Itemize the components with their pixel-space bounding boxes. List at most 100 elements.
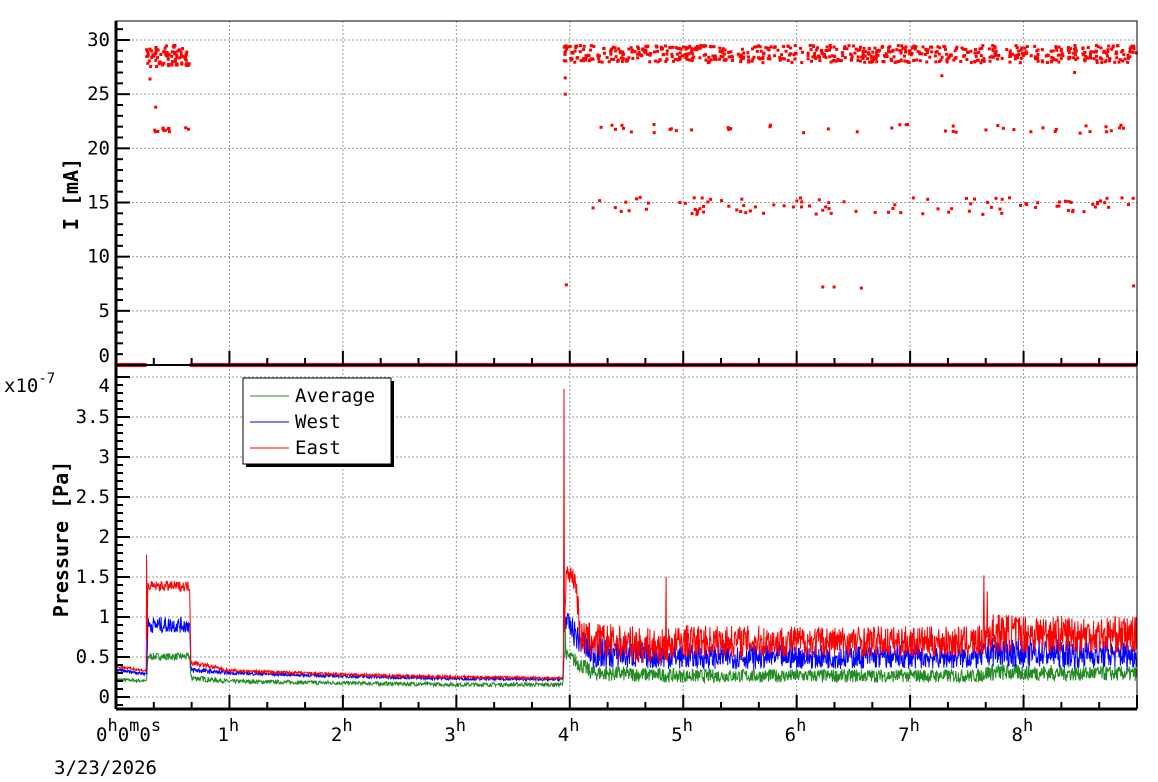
- current-point: [791, 205, 795, 209]
- current-point: [1116, 44, 1120, 48]
- current-point: [1091, 202, 1095, 206]
- current-point: [563, 76, 567, 80]
- current-point: [1095, 200, 1099, 204]
- current-point: [886, 210, 890, 214]
- current-point: [161, 63, 165, 67]
- y-tick-label-top: 25: [87, 83, 110, 105]
- current-point: [873, 57, 877, 61]
- current-point: [798, 196, 802, 200]
- current-point: [778, 58, 782, 62]
- current-point: [598, 199, 602, 203]
- y-tick-label-bottom: 1.5: [76, 566, 110, 588]
- current-point: [166, 57, 170, 61]
- current-point: [1066, 209, 1070, 213]
- current-point: [1081, 47, 1085, 51]
- current-point: [1100, 61, 1104, 65]
- current-point: [1115, 56, 1119, 60]
- current-point: [906, 123, 910, 127]
- current-point: [179, 50, 183, 54]
- current-point: [1009, 54, 1013, 58]
- current-point: [648, 53, 652, 57]
- current-point: [1134, 51, 1138, 55]
- current-point: [1001, 126, 1005, 130]
- current-point: [582, 44, 586, 48]
- series-line-average: [115, 620, 1138, 689]
- current-point: [709, 197, 713, 201]
- x-tick-label: 7h: [898, 716, 920, 746]
- current-point: [713, 54, 717, 58]
- legend-label-average: Average: [295, 385, 375, 407]
- current-point: [1017, 49, 1021, 53]
- current-point: [816, 54, 820, 58]
- current-point: [987, 47, 991, 51]
- current-point: [969, 202, 973, 206]
- current-point: [809, 59, 813, 63]
- current-point: [778, 56, 782, 60]
- current-point: [629, 46, 633, 50]
- current-point: [706, 61, 710, 65]
- current-point: [1130, 44, 1134, 48]
- current-point: [154, 105, 158, 109]
- current-point: [154, 48, 158, 52]
- current-point: [573, 60, 577, 64]
- current-point: [670, 52, 674, 56]
- current-point: [175, 53, 179, 57]
- current-point: [768, 123, 772, 127]
- current-point: [1094, 43, 1098, 47]
- current-point: [1111, 44, 1115, 48]
- current-point: [1120, 196, 1124, 200]
- current-point: [690, 59, 694, 63]
- current-point: [712, 45, 716, 49]
- current-point: [1089, 56, 1093, 60]
- current-point: [1084, 124, 1088, 128]
- current-point: [616, 59, 620, 63]
- current-point: [888, 45, 892, 49]
- current-point: [1071, 209, 1075, 213]
- current-point: [672, 59, 676, 63]
- current-point: [890, 126, 894, 130]
- current-point: [1084, 56, 1088, 60]
- current-point: [166, 127, 170, 131]
- current-point: [849, 52, 853, 56]
- current-point: [1089, 50, 1093, 54]
- current-point: [652, 131, 656, 135]
- current-point: [579, 59, 583, 63]
- current-point: [607, 60, 611, 64]
- current-point: [981, 212, 985, 216]
- current-point: [766, 46, 770, 50]
- current-point: [884, 52, 888, 56]
- current-point: [901, 46, 905, 50]
- current-point: [718, 46, 722, 50]
- current-point: [872, 55, 876, 59]
- current-point: [702, 210, 706, 214]
- current-point: [629, 130, 633, 134]
- current-point: [939, 58, 943, 62]
- current-point: [1057, 204, 1061, 208]
- current-point: [826, 127, 830, 131]
- current-point: [146, 61, 150, 65]
- current-point: [636, 56, 640, 60]
- current-point: [842, 200, 846, 204]
- current-point: [1054, 127, 1058, 131]
- current-point: [1131, 50, 1135, 54]
- current-point: [609, 57, 613, 61]
- current-point: [621, 57, 625, 61]
- current-point: [1074, 50, 1078, 54]
- current-point: [748, 209, 752, 213]
- current-point: [1050, 59, 1054, 63]
- current-point: [910, 52, 914, 56]
- current-point: [590, 57, 594, 61]
- current-point: [619, 56, 623, 60]
- current-point: [1132, 44, 1136, 48]
- current-point: [1095, 58, 1099, 62]
- current-point: [180, 61, 184, 65]
- current-point: [735, 208, 739, 212]
- y-tick-label-top: 5: [99, 300, 110, 322]
- current-point: [787, 53, 791, 57]
- current-point: [878, 48, 882, 52]
- current-point: [676, 47, 680, 51]
- current-point: [154, 51, 158, 55]
- current-point: [1106, 50, 1110, 54]
- current-point: [908, 50, 912, 54]
- current-point: [724, 58, 728, 62]
